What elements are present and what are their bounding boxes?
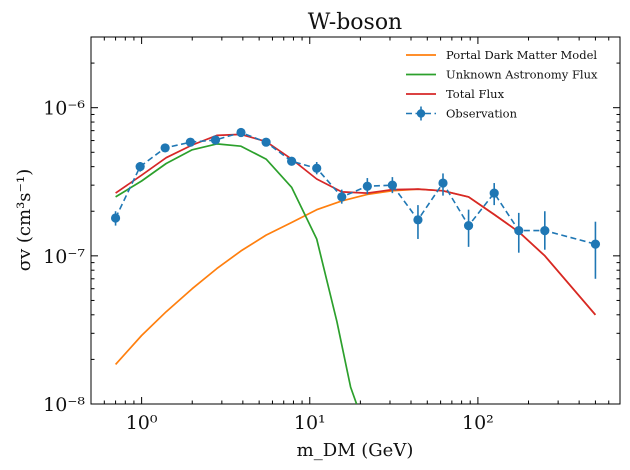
observation-point bbox=[438, 178, 448, 188]
observation-point bbox=[160, 143, 170, 153]
legend-label-observation: Observation bbox=[446, 107, 518, 121]
series-line-observation bbox=[114, 131, 596, 245]
series-line-total-flux bbox=[115, 133, 597, 316]
legend-label-portal-dark-matter-model: Portal Dark Matter Model bbox=[446, 48, 597, 62]
observation-point bbox=[312, 163, 322, 173]
observation-point bbox=[210, 135, 221, 145]
observation-point bbox=[387, 180, 397, 190]
legend: Portal Dark Matter Model Unknown Astronom… bbox=[406, 48, 598, 121]
observation-point bbox=[489, 188, 499, 198]
y-tick-label: 10⁻⁷ bbox=[43, 246, 85, 268]
x-tick-label: 10¹ bbox=[294, 412, 326, 434]
ticks-layer: 10⁰ 10¹ 10² 10⁻⁸ 10⁻⁷ 10⁻⁶ bbox=[43, 36, 621, 434]
y-tick-label: 10⁻⁶ bbox=[43, 98, 85, 120]
observation-point bbox=[463, 221, 474, 231]
series-line-portal-dark-matter-model bbox=[114, 188, 597, 365]
legend-label-total-flux: Total Flux bbox=[446, 87, 505, 101]
observation-point bbox=[236, 127, 246, 138]
observation-point bbox=[514, 226, 524, 236]
legend-label-unknown-astronomy-flux: Unknown Astronomy Flux bbox=[446, 68, 598, 82]
observation-point bbox=[261, 137, 271, 147]
y-axis-label: σv (cm³s⁻¹) bbox=[14, 169, 35, 272]
observation-point bbox=[110, 213, 121, 223]
y-tick-label: 10⁻⁸ bbox=[43, 394, 85, 416]
observation-point bbox=[590, 239, 601, 249]
observation-point bbox=[337, 192, 347, 202]
series-line-unknown-astronomy-flux bbox=[115, 143, 358, 404]
observation-point bbox=[540, 226, 550, 236]
observation-point bbox=[413, 215, 423, 225]
series-layer bbox=[110, 127, 601, 404]
x-tick-label: 10² bbox=[462, 412, 494, 434]
x-tick-label: 10⁰ bbox=[126, 412, 158, 434]
plot-frame bbox=[90, 36, 621, 405]
observation-point bbox=[135, 162, 145, 172]
chart-title: W-boson bbox=[308, 10, 402, 35]
observation-point bbox=[362, 181, 372, 191]
observation-point bbox=[287, 156, 297, 166]
legend-marker-observation bbox=[416, 109, 426, 118]
x-axis-label: m_DM (GeV) bbox=[297, 440, 414, 461]
observation-point bbox=[185, 137, 195, 147]
